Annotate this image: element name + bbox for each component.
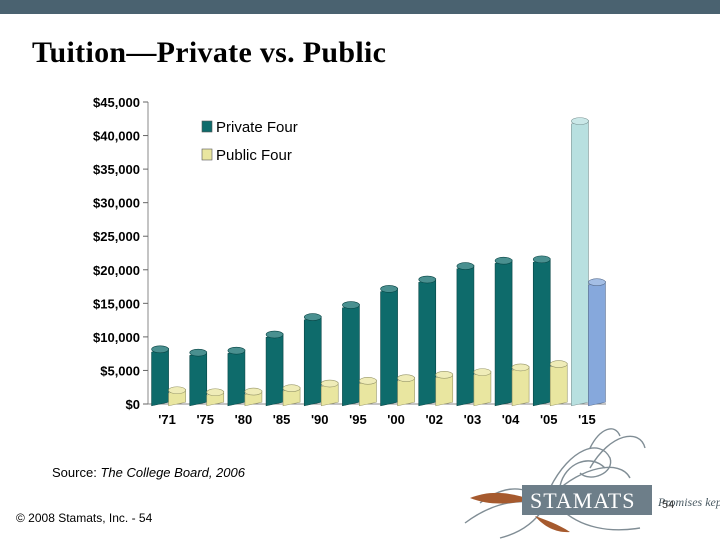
bar-private <box>456 264 475 407</box>
source-text: The College Board, 2006 <box>100 465 245 480</box>
y-tick-label: $40,000 <box>93 129 140 144</box>
bar-private <box>342 303 360 407</box>
bar-private <box>227 349 246 407</box>
bar-private-top <box>265 330 284 339</box>
bar-public <box>435 373 454 407</box>
source-note: Source: The College Board, 2006 <box>52 465 245 480</box>
bar-public-top <box>282 384 301 393</box>
bar-private-top <box>227 346 246 355</box>
bar-public <box>473 370 492 407</box>
bar-private-top <box>456 262 475 270</box>
bar-private <box>380 287 398 407</box>
x-tick-label: '90 <box>311 412 329 427</box>
legend-label: Public Four <box>216 147 292 164</box>
x-tick-label: '02 <box>425 412 443 427</box>
bar-public-top <box>588 278 606 287</box>
bar-public-top <box>320 379 339 388</box>
bar-private-top <box>418 275 437 284</box>
bar-public-top <box>168 386 186 395</box>
stamats-logo: STAMATS Promises kept. <box>464 428 720 539</box>
x-tick-label: '75 <box>196 412 214 427</box>
bar-private <box>189 351 208 407</box>
top-bar <box>0 0 720 14</box>
bar-public-top <box>549 360 568 368</box>
x-tick-label: '04 <box>502 412 520 427</box>
x-tick-label: '00 <box>387 412 405 427</box>
bar-public <box>549 362 568 407</box>
bar-public-top <box>206 388 225 397</box>
copyright: © 2008 Stamats, Inc. - 54 <box>16 511 153 525</box>
bar-private <box>418 278 437 407</box>
x-tick-label: '85 <box>273 412 291 427</box>
y-tick-label: $0 <box>126 397 140 412</box>
bar-private-top <box>303 313 322 321</box>
bar-public-top <box>511 363 530 372</box>
x-tick-label: '95 <box>349 412 367 427</box>
y-tick-label: $25,000 <box>93 229 140 244</box>
y-tick-label: $20,000 <box>93 263 140 278</box>
bar-private <box>265 333 284 407</box>
bar-public-top <box>473 368 492 376</box>
x-tick-label: '15 <box>578 412 596 427</box>
logo-tagline: Promises kept. <box>657 495 720 509</box>
bar-private-top <box>532 255 551 264</box>
y-tick-label: $45,000 <box>93 95 140 110</box>
bar-private-top <box>494 256 513 265</box>
bar-private-top <box>342 301 360 309</box>
source-label: Source: <box>52 465 97 480</box>
logo-text: STAMATS <box>530 488 635 513</box>
bar-private-top <box>571 117 589 125</box>
y-tick-label: $15,000 <box>93 296 140 311</box>
x-tick-label: '71 <box>158 412 176 427</box>
bar-private-top <box>189 348 208 357</box>
bar-public-top <box>397 374 415 382</box>
legend-label: Private Four <box>216 119 298 136</box>
bar-public <box>588 281 606 407</box>
x-tick-label: '80 <box>235 412 253 427</box>
legend-swatch <box>201 148 213 161</box>
bar-private <box>151 348 169 407</box>
slide-number: 54 <box>662 499 675 511</box>
y-tick-label: $5,000 <box>100 363 140 378</box>
slide-title: Tuition—Private vs. Public <box>32 36 387 69</box>
bar-private <box>571 119 589 407</box>
bar-private <box>494 259 513 407</box>
bar-public-top <box>435 371 454 379</box>
x-tick-label: '03 <box>464 412 482 427</box>
y-tick-label: $35,000 <box>93 162 140 177</box>
legend-swatch <box>201 120 213 133</box>
bar-public-top <box>244 387 263 396</box>
bar-public-top <box>359 377 377 385</box>
y-tick-label: $30,000 <box>93 196 140 211</box>
bar-private-top <box>380 285 398 293</box>
bar-private <box>532 258 551 407</box>
bar-public <box>511 366 530 407</box>
x-tick-label: '05 <box>540 412 558 427</box>
y-tick-label: $10,000 <box>93 330 140 345</box>
bar-private <box>303 315 322 407</box>
bar-private-top <box>151 345 169 354</box>
